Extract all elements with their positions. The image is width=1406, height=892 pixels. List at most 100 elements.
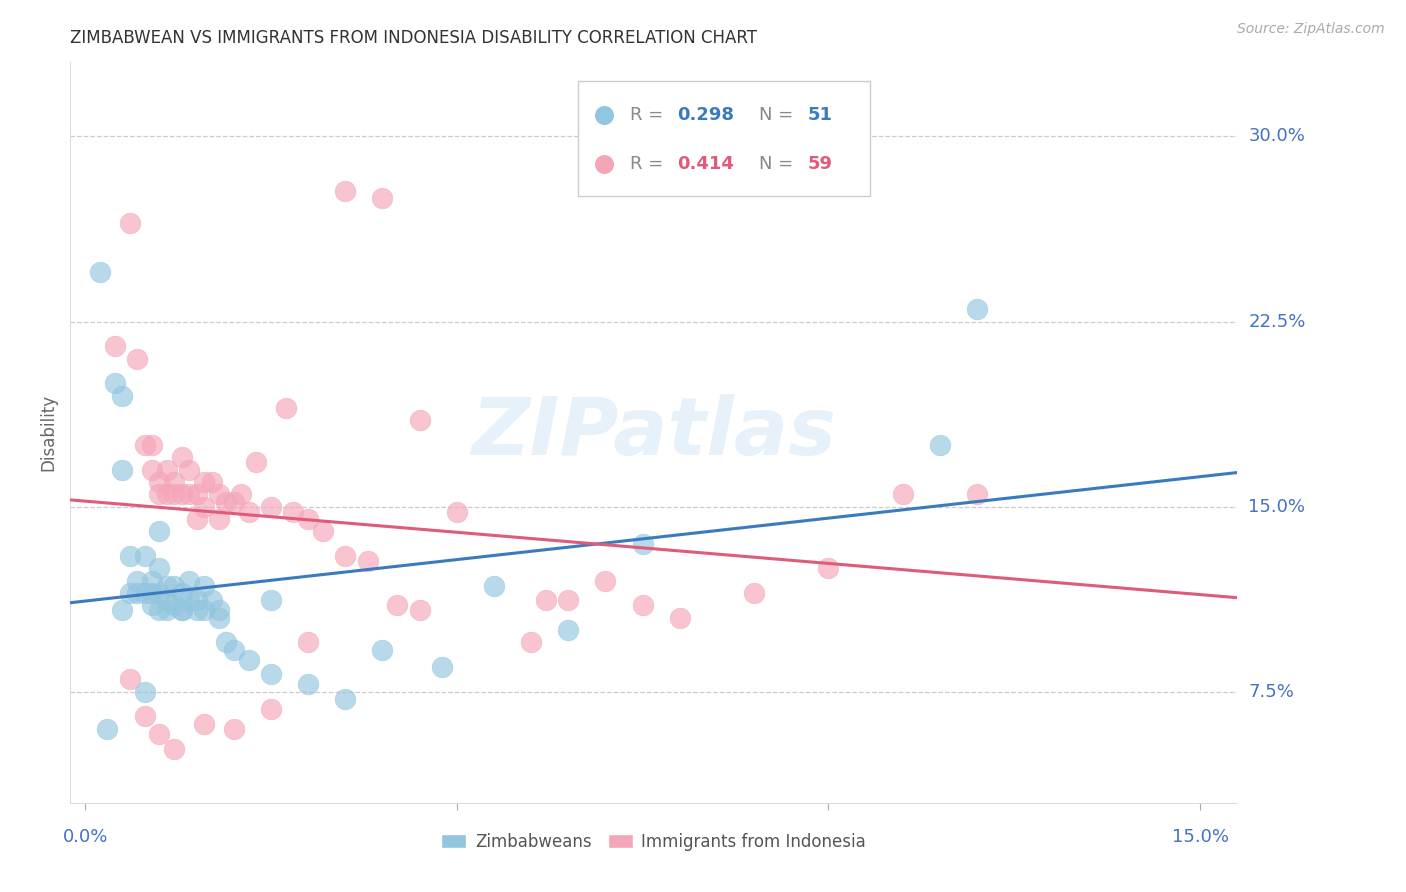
- Point: [127, 574, 149, 588]
- Point: [148, 727, 170, 741]
- Point: [127, 586, 149, 600]
- Point: [260, 500, 283, 514]
- Point: [179, 574, 201, 588]
- Point: [134, 549, 156, 563]
- Point: [148, 561, 170, 575]
- Point: [186, 487, 208, 501]
- Point: [193, 475, 215, 489]
- Text: 51: 51: [808, 106, 832, 124]
- Text: R =: R =: [630, 106, 669, 124]
- Text: ZIPatlas: ZIPatlas: [471, 393, 837, 472]
- Point: [408, 603, 430, 617]
- Point: [156, 487, 179, 501]
- Point: [141, 574, 163, 588]
- Point: [156, 462, 179, 476]
- Point: [482, 579, 505, 593]
- Point: [742, 586, 765, 600]
- Point: [148, 603, 170, 617]
- Point: [170, 487, 193, 501]
- Text: 15.0%: 15.0%: [1171, 828, 1229, 846]
- Point: [356, 554, 378, 568]
- Point: [222, 494, 245, 508]
- Point: [179, 462, 201, 476]
- Point: [297, 512, 319, 526]
- FancyBboxPatch shape: [578, 81, 870, 195]
- Text: 22.5%: 22.5%: [1249, 312, 1306, 331]
- Point: [274, 401, 297, 415]
- Point: [118, 586, 141, 600]
- Point: [179, 487, 201, 501]
- Point: [141, 462, 163, 476]
- Point: [238, 505, 260, 519]
- Point: [238, 653, 260, 667]
- Point: [200, 475, 222, 489]
- Point: [141, 586, 163, 600]
- Point: [111, 389, 134, 403]
- Point: [141, 438, 163, 452]
- Point: [179, 593, 201, 607]
- Point: [111, 603, 134, 617]
- Point: [669, 611, 692, 625]
- Text: 7.5%: 7.5%: [1249, 682, 1295, 701]
- Point: [371, 642, 394, 657]
- Point: [193, 716, 215, 731]
- Point: [231, 487, 253, 501]
- Point: [215, 635, 238, 649]
- Point: [163, 741, 186, 756]
- Text: ZIMBABWEAN VS IMMIGRANTS FROM INDONESIA DISABILITY CORRELATION CHART: ZIMBABWEAN VS IMMIGRANTS FROM INDONESIA …: [70, 29, 758, 47]
- Text: N =: N =: [759, 154, 799, 172]
- Point: [371, 191, 394, 205]
- Point: [966, 487, 988, 501]
- Point: [891, 487, 914, 501]
- Point: [104, 376, 127, 391]
- Point: [163, 579, 186, 593]
- Point: [631, 536, 654, 550]
- Point: [222, 642, 245, 657]
- Point: [186, 593, 208, 607]
- Point: [557, 623, 579, 637]
- Text: R =: R =: [630, 154, 669, 172]
- Point: [817, 561, 839, 575]
- Text: 0.414: 0.414: [678, 154, 734, 172]
- Point: [297, 635, 319, 649]
- Point: [929, 438, 952, 452]
- Point: [193, 500, 215, 514]
- Point: [163, 599, 186, 613]
- Point: [148, 524, 170, 539]
- Point: [111, 462, 134, 476]
- Point: [156, 593, 179, 607]
- Point: [104, 339, 127, 353]
- Point: [170, 603, 193, 617]
- Point: [170, 586, 193, 600]
- Point: [557, 593, 579, 607]
- Point: [208, 512, 231, 526]
- Text: 30.0%: 30.0%: [1249, 128, 1305, 145]
- Point: [200, 593, 222, 607]
- Point: [335, 692, 357, 706]
- Point: [118, 549, 141, 563]
- Legend: Zimbabweans, Immigrants from Indonesia: Zimbabweans, Immigrants from Indonesia: [434, 826, 873, 857]
- Point: [148, 586, 170, 600]
- Point: [208, 611, 231, 625]
- Point: [312, 524, 335, 539]
- Point: [430, 660, 453, 674]
- Point: [260, 593, 283, 607]
- Point: [134, 709, 156, 723]
- Point: [260, 702, 283, 716]
- Point: [118, 673, 141, 687]
- Point: [186, 512, 208, 526]
- Point: [408, 413, 430, 427]
- Point: [127, 351, 149, 366]
- Point: [134, 586, 156, 600]
- Point: [215, 494, 238, 508]
- Point: [283, 505, 305, 519]
- Point: [335, 184, 357, 198]
- Point: [163, 487, 186, 501]
- Point: [186, 603, 208, 617]
- Point: [156, 579, 179, 593]
- Point: [335, 549, 357, 563]
- Point: [134, 685, 156, 699]
- Point: [208, 487, 231, 501]
- Point: [966, 302, 988, 317]
- Point: [193, 603, 215, 617]
